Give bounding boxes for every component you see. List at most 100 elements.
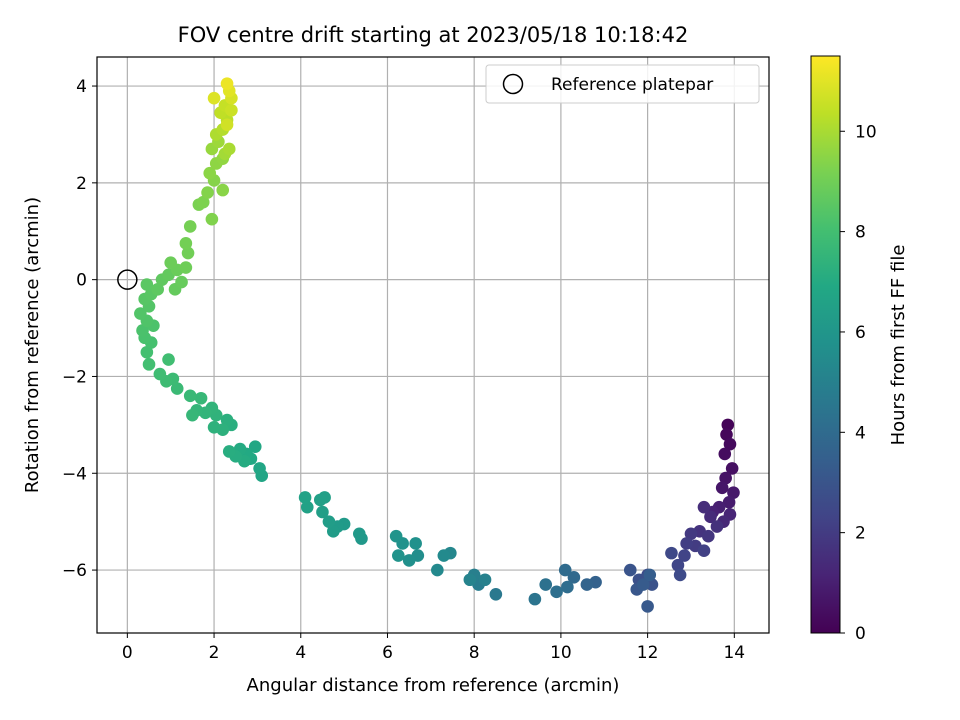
- data-point: [316, 505, 329, 519]
- colorbar-tick-label: 0: [855, 624, 866, 644]
- data-point: [313, 493, 327, 507]
- colorbar-tick-label: 8: [855, 223, 866, 243]
- data-point: [186, 408, 199, 422]
- data-point: [715, 481, 729, 495]
- colorbar: 0 2 4 6 8 10 Hours from first FF file: [810, 55, 909, 644]
- data-point: [207, 91, 221, 105]
- data-point: [153, 367, 167, 381]
- data-point: [636, 578, 650, 591]
- data-point: [727, 486, 740, 499]
- colorbar-tick-label: 6: [855, 323, 866, 343]
- data-point: [409, 537, 422, 550]
- plot-frame: [96, 56, 770, 634]
- data-point: [643, 568, 657, 582]
- data-point: [179, 237, 193, 250]
- data-point: [721, 418, 735, 432]
- data-point: [181, 246, 195, 260]
- data-point: [437, 549, 451, 562]
- data-point: [205, 212, 219, 226]
- data-point: [697, 500, 711, 514]
- data-point: [684, 527, 698, 541]
- data-point: [720, 428, 733, 441]
- data-point: [142, 358, 156, 371]
- data-point: [201, 186, 214, 199]
- data-point: [402, 554, 416, 567]
- data-point: [558, 563, 572, 577]
- data-point: [431, 563, 444, 577]
- data-point: [665, 546, 678, 560]
- data-point: [196, 195, 210, 209]
- data-point: [220, 77, 234, 90]
- data-point: [671, 558, 685, 572]
- data-point: [216, 183, 230, 197]
- legend-entry: Reference platepar: [551, 75, 713, 95]
- data-point: [175, 275, 188, 289]
- data-point: [645, 578, 659, 591]
- data-point: [725, 462, 739, 475]
- colorbar-tick-label: 4: [855, 423, 866, 443]
- data-point: [389, 529, 403, 543]
- data-point: [222, 142, 236, 156]
- data-point: [561, 580, 574, 594]
- data-point: [220, 118, 234, 132]
- data-point: [136, 324, 149, 337]
- data-point: [580, 578, 594, 591]
- data-point: [300, 500, 314, 514]
- x-tick-label: 2: [209, 643, 220, 663]
- data-point: [183, 220, 197, 233]
- x-axis-label: Angular distance from reference (arcmin): [247, 675, 620, 696]
- data-point: [140, 278, 154, 291]
- colorbar-gradient: [810, 55, 841, 634]
- data-point: [164, 256, 178, 270]
- x-tick-label: 8: [469, 643, 480, 663]
- y-tick-label: −4: [62, 464, 87, 484]
- data-point: [392, 549, 405, 562]
- data-point: [352, 527, 366, 541]
- data-point: [183, 389, 197, 403]
- data-point: [567, 571, 581, 584]
- grid-lines: [97, 57, 769, 633]
- y-axis-label: Rotation from reference (arcmin): [22, 197, 43, 493]
- colorbar-ticks: 0 2 4 6 8 10: [840, 122, 877, 644]
- data-point: [723, 437, 737, 451]
- data-point: [528, 592, 542, 606]
- data-point: [550, 585, 563, 599]
- data-point: [489, 587, 503, 601]
- y-tick-label: −6: [62, 561, 87, 581]
- data-point: [678, 549, 691, 562]
- data-point: [702, 529, 715, 543]
- x-tick-label: 0: [122, 643, 133, 663]
- x-tick-label: 10: [550, 643, 572, 663]
- data-point: [248, 440, 262, 453]
- data-point: [722, 496, 736, 509]
- reference-marker: [117, 269, 138, 290]
- colorbar-tick-label: 10: [855, 122, 877, 142]
- data-point: [225, 103, 238, 117]
- data-point: [478, 573, 492, 587]
- data-point: [704, 510, 717, 524]
- data-point: [719, 471, 732, 485]
- data-point: [641, 600, 654, 613]
- data-point: [697, 544, 711, 558]
- data-point: [203, 166, 217, 180]
- data-point: [134, 307, 147, 320]
- legend-box: [485, 64, 760, 104]
- data-point: [673, 568, 687, 582]
- data-point: [207, 420, 221, 434]
- data-point: [253, 462, 266, 475]
- data-point: [463, 573, 477, 587]
- data-point: [326, 525, 340, 538]
- chart-title: FOV centre drift starting at 2023/05/18 …: [178, 23, 689, 47]
- data-points: [117, 77, 740, 613]
- y-tick-label: −2: [62, 367, 87, 387]
- data-point: [322, 515, 336, 528]
- data-point: [179, 261, 193, 274]
- legend-marker-icon: [502, 73, 524, 95]
- x-tick-label: 14: [723, 643, 745, 663]
- legend: Reference platepar: [485, 64, 760, 104]
- x-tick-label: 6: [382, 643, 393, 663]
- colorbar-label: Hours from first FF file: [888, 245, 909, 446]
- data-point: [539, 578, 553, 591]
- data-point: [222, 445, 236, 458]
